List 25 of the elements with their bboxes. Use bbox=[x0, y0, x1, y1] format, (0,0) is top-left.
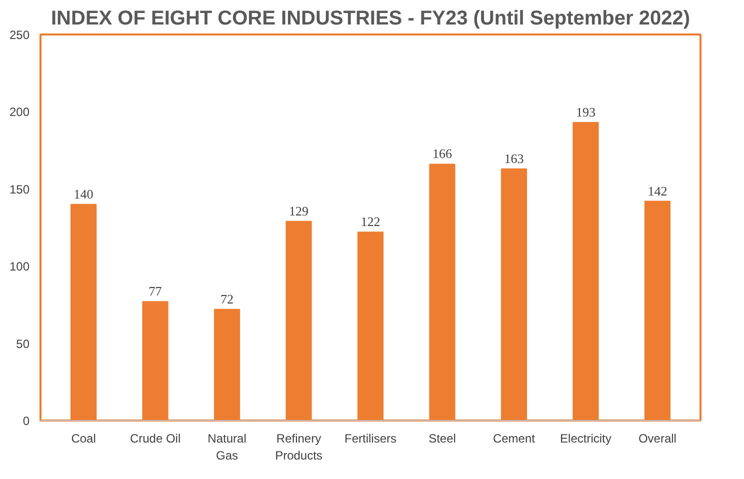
x-tick-label: Natural Gas bbox=[208, 432, 246, 462]
data-label: 140 bbox=[74, 186, 94, 202]
chart-title: INDEX OF EIGHT CORE INDUSTRIES - FY23 (Until September 2022) bbox=[51, 8, 690, 30]
y-tick-label: 150 bbox=[9, 182, 30, 196]
x-tick-label: Coal bbox=[71, 432, 96, 446]
data-label: 129 bbox=[289, 203, 309, 218]
x-tick-label: Cement bbox=[492, 432, 536, 446]
data-label: 163 bbox=[504, 150, 524, 166]
data-label: 77 bbox=[148, 284, 162, 299]
x-tick-label: Overall bbox=[638, 432, 676, 446]
data-label: 193 bbox=[576, 104, 596, 120]
y-tick-label: 0 bbox=[22, 414, 30, 428]
x-tick-label: Fertilisers bbox=[344, 432, 397, 446]
x-tick-label: Steel bbox=[428, 432, 456, 446]
x-tick-label: Refinery Products bbox=[275, 432, 322, 462]
data-label: 142 bbox=[648, 183, 668, 198]
data-label: 166 bbox=[432, 146, 452, 162]
x-tick-label: Electricity bbox=[560, 432, 612, 446]
y-tick-label: 100 bbox=[9, 260, 30, 274]
y-tick-label: 250 bbox=[9, 28, 30, 42]
data-label: 72 bbox=[220, 291, 234, 306]
x-tick-label: Crude Oil bbox=[130, 432, 181, 446]
y-tick-label: 50 bbox=[16, 336, 30, 351]
data-label: 122 bbox=[360, 214, 380, 230]
y-tick-label: 200 bbox=[9, 105, 30, 120]
